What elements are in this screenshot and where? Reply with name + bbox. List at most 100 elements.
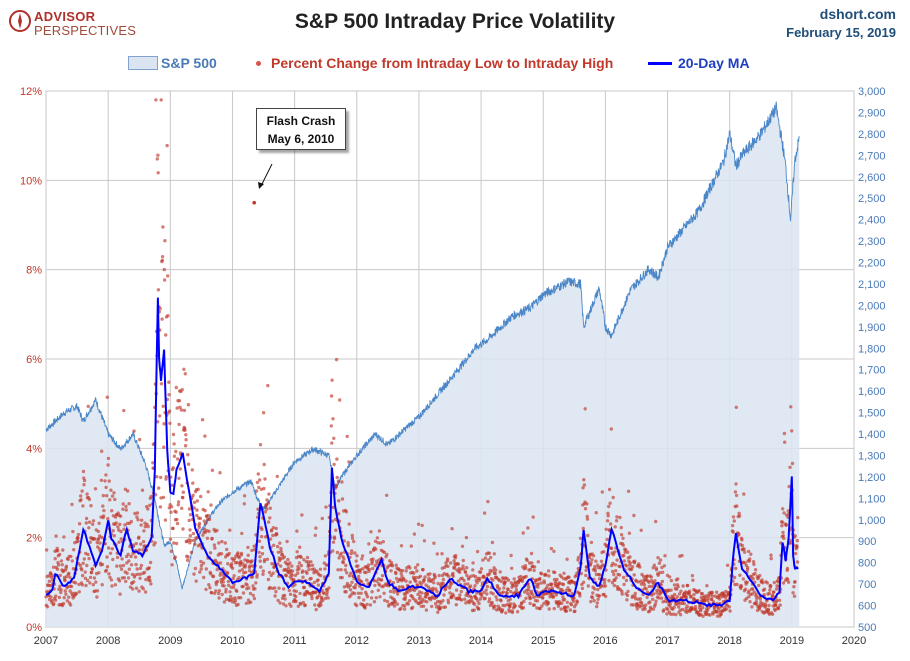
volatility-dot: [435, 589, 439, 594]
volatility-dot: [633, 597, 638, 601]
volatility-dot: [385, 599, 390, 604]
volatility-dot: [336, 568, 340, 572]
volatility-dot: [111, 529, 115, 533]
volatility-dot: [350, 533, 354, 538]
volatility-dot: [521, 531, 525, 535]
volatility-dot: [460, 544, 465, 548]
volatility-dot: [335, 475, 339, 480]
flash-crash-annotation: Flash Crash May 6, 2010: [256, 108, 346, 150]
volatility-dot: [435, 552, 439, 556]
volatility-dot: [100, 535, 104, 540]
volatility-dot: [345, 581, 350, 586]
volatility-dot: [206, 490, 210, 494]
volatility-dot: [163, 518, 168, 522]
volatility-dot: [650, 584, 654, 589]
volatility-dot: [560, 601, 564, 605]
volatility-dot: [749, 552, 753, 556]
volatility-dot: [230, 562, 234, 566]
chart-legend: S&P 500 Percent Change from Intraday Low…: [0, 53, 910, 73]
volatility-dot: [242, 502, 246, 506]
volatility-dot: [332, 436, 336, 440]
volatility-dot: [662, 564, 667, 568]
volatility-dot: [383, 598, 387, 603]
volatility-dot: [367, 567, 371, 572]
volatility-dot: [648, 600, 652, 604]
volatility-dot: [781, 534, 785, 538]
volatility-dot: [147, 575, 152, 579]
volatility-dot: [651, 597, 655, 601]
volatility-dot: [620, 589, 624, 594]
volatility-dot: [86, 578, 90, 583]
volatility-dot: [378, 583, 382, 587]
volatility-dot: [323, 567, 327, 571]
x-tick-label: 2008: [96, 635, 120, 647]
volatility-dot: [565, 557, 569, 561]
volatility-dot: [222, 600, 227, 604]
volatility-dot: [215, 528, 219, 533]
volatility-dot: [459, 567, 463, 571]
volatility-dot: [725, 563, 730, 567]
volatility-dot: [319, 603, 323, 607]
volatility-dot: [101, 504, 105, 508]
volatility-dot: [283, 597, 287, 601]
volatility-dot: [314, 590, 319, 594]
volatility-dot: [51, 565, 56, 569]
volatility-dot: [560, 589, 565, 594]
volatility-dot: [207, 583, 211, 587]
volatility-dot: [770, 612, 775, 616]
volatility-dot: [782, 431, 787, 436]
volatility-dot: [105, 555, 109, 559]
volatility-dot: [684, 596, 689, 600]
logo-text-bottom: PERSPECTIVES: [34, 23, 137, 38]
volatility-dot: [50, 598, 54, 603]
volatility-dot: [458, 570, 462, 574]
volatility-dot: [707, 594, 711, 599]
volatility-dot: [452, 566, 457, 570]
volatility-dot: [677, 592, 682, 596]
volatility-dot: [258, 559, 262, 563]
volatility-dot: [784, 523, 788, 527]
y-right-tick-label: 2,400: [858, 215, 886, 227]
volatility-dot: [217, 541, 221, 545]
volatility-dot: [56, 563, 61, 567]
volatility-dot: [524, 574, 528, 579]
volatility-dot: [552, 606, 556, 611]
volatility-dot: [454, 553, 458, 558]
volatility-dot: [583, 507, 588, 511]
volatility-dot: [633, 559, 637, 563]
volatility-dot: [485, 584, 490, 589]
volatility-dot: [81, 561, 85, 565]
volatility-dot: [299, 602, 303, 606]
volatility-dot: [556, 585, 560, 589]
volatility-dot: [166, 314, 170, 318]
volatility-dot: [617, 573, 622, 577]
volatility-dot: [595, 604, 599, 609]
volatility-dot: [261, 572, 265, 576]
volatility-dot: [370, 560, 375, 564]
volatility-dot: [795, 545, 799, 549]
volatility-dot: [122, 408, 126, 413]
volatility-dot: [528, 601, 532, 606]
volatility-dot: [165, 143, 169, 148]
volatility-dot: [142, 529, 146, 533]
volatility-dot: [118, 592, 122, 596]
volatility-dot: [76, 539, 80, 543]
volatility-dot: [438, 605, 443, 610]
volatility-dot: [87, 556, 91, 561]
volatility-dot: [592, 599, 596, 603]
volatility-dot: [156, 171, 160, 175]
volatility-dot: [166, 274, 170, 278]
volatility-dot: [678, 613, 683, 617]
volatility-dot: [255, 573, 259, 577]
volatility-dot: [404, 579, 408, 583]
volatility-dot: [110, 547, 115, 551]
volatility-dot: [288, 561, 292, 565]
volatility-dot: [103, 479, 107, 483]
logo-text-top: ADVISOR: [34, 9, 96, 24]
volatility-dot: [62, 596, 66, 600]
volatility-dot: [788, 465, 792, 469]
volatility-dot: [645, 574, 649, 578]
volatility-dot: [766, 607, 771, 612]
volatility-dot: [115, 555, 120, 560]
volatility-dot: [661, 570, 665, 574]
